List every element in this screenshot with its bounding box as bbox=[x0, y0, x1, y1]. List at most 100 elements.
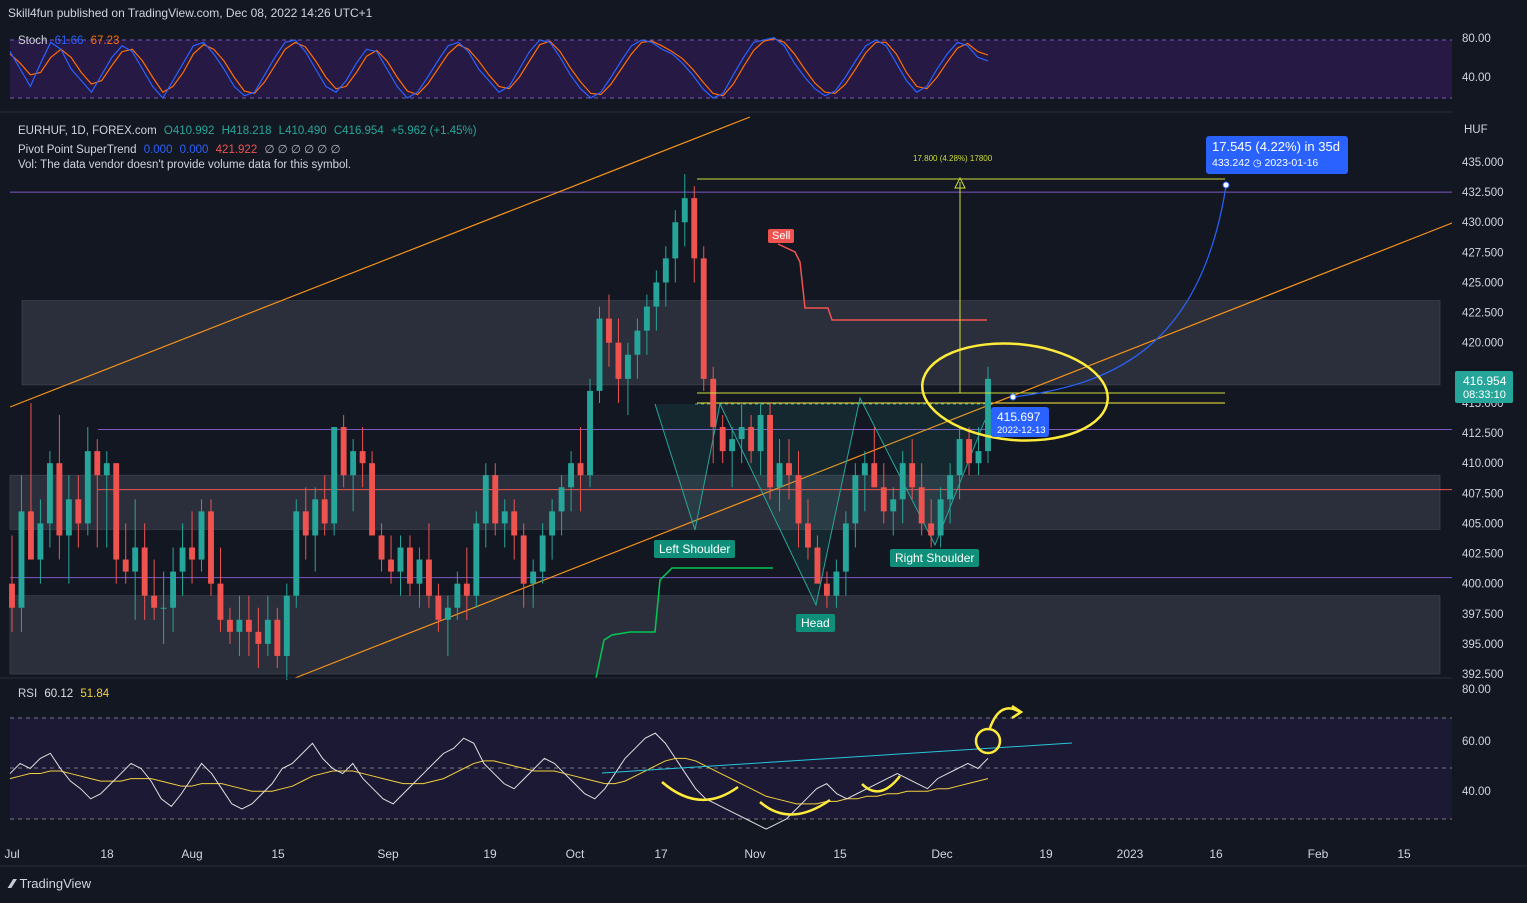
price-tick: 407.500 bbox=[1462, 488, 1504, 500]
candle-body bbox=[28, 511, 34, 560]
candle-body bbox=[776, 463, 783, 488]
candle-body bbox=[9, 583, 15, 608]
candle-body bbox=[75, 499, 82, 524]
target-point[interactable] bbox=[1222, 181, 1230, 189]
candle-body bbox=[899, 463, 906, 500]
target-callout-date: 2023-01-16 bbox=[1264, 157, 1319, 169]
stoch-axis-40: 40.00 bbox=[1462, 72, 1491, 84]
candle-body bbox=[160, 607, 167, 609]
candle-body bbox=[928, 523, 935, 536]
head-shoulders-pattern bbox=[654, 396, 986, 607]
left-shoulder-label[interactable]: Left Shoulder bbox=[654, 540, 736, 558]
stoch-axis-80: 80.00 bbox=[1462, 33, 1491, 45]
candle-body bbox=[482, 475, 489, 524]
right-shoulder-label[interactable]: Right Shoulder bbox=[890, 549, 980, 567]
high-value: H418.218 bbox=[221, 125, 272, 137]
target-callout[interactable]: 17.545 (4.22%) in 35d 433.242 ◷ 2023-01-… bbox=[1206, 136, 1348, 174]
point-callout[interactable]: 415.697 2022-12-13 bbox=[991, 407, 1049, 437]
candle-body bbox=[416, 559, 423, 584]
projection-curve bbox=[1012, 185, 1227, 398]
candle-body bbox=[189, 547, 195, 560]
rsi-head-arc bbox=[759, 798, 831, 816]
stoch-k-value: 61.66 bbox=[54, 35, 84, 47]
candle-body bbox=[643, 306, 650, 331]
hs-fill bbox=[655, 398, 985, 605]
candle-body bbox=[719, 427, 726, 452]
candle-body bbox=[947, 475, 954, 500]
price-tick: 412.500 bbox=[1462, 428, 1504, 440]
start-point[interactable] bbox=[1009, 393, 1017, 401]
candle-body bbox=[795, 475, 802, 524]
candle-body bbox=[786, 463, 792, 476]
footer-brand[interactable]: ⁄⁄⁄ TradingView bbox=[10, 876, 91, 891]
price-tick: 410.000 bbox=[1462, 458, 1504, 470]
price-tick: 405.000 bbox=[1462, 518, 1504, 530]
time-tick: Sep bbox=[377, 847, 399, 861]
candle-body bbox=[179, 547, 186, 572]
last-price-tag[interactable]: 416.954 08:33:10 bbox=[1455, 371, 1513, 403]
price-tick: 425.000 bbox=[1462, 277, 1504, 289]
candle-body bbox=[236, 619, 243, 632]
candle-body bbox=[681, 198, 688, 223]
candle-body bbox=[833, 571, 840, 596]
point-callout-date: 2022-12-13 bbox=[997, 425, 1046, 436]
candle-body bbox=[767, 414, 773, 488]
head-label[interactable]: Head bbox=[796, 614, 835, 632]
last-price-value: 416.954 bbox=[1463, 374, 1507, 388]
candle-body bbox=[463, 583, 470, 596]
candle-body bbox=[18, 511, 25, 608]
candle-body bbox=[842, 523, 849, 572]
candle-body bbox=[757, 414, 764, 452]
candle-body bbox=[966, 439, 972, 464]
candle-body bbox=[283, 595, 290, 656]
candle-body bbox=[662, 258, 669, 283]
candle-body bbox=[141, 547, 148, 596]
stoch-k-line bbox=[9, 37, 989, 100]
candle-body bbox=[378, 535, 385, 560]
candle-body bbox=[388, 559, 394, 572]
symbol-legend[interactable]: EURHUF, 1D, FOREX.com O410.992 H418.218 … bbox=[18, 125, 477, 137]
candle-body bbox=[653, 282, 660, 307]
rsi-lines bbox=[9, 732, 989, 830]
zone-upper bbox=[21, 300, 1441, 386]
candle-body bbox=[672, 222, 679, 259]
time-tick: 16 bbox=[1209, 847, 1223, 861]
candle-body bbox=[880, 487, 887, 512]
candle-body bbox=[596, 318, 603, 391]
candle-body bbox=[425, 559, 432, 596]
rsi-ma-value: 51.84 bbox=[80, 688, 110, 700]
supertrend-v3: 421.922 bbox=[215, 144, 258, 156]
candle-body bbox=[274, 619, 281, 656]
rsi-line bbox=[9, 732, 989, 830]
price-tick: 400.000 bbox=[1462, 579, 1504, 591]
rsi-legend[interactable]: RSI 60.12 51.84 bbox=[18, 688, 109, 700]
price-tick: 422.500 bbox=[1462, 308, 1504, 320]
candle-body bbox=[37, 523, 44, 560]
price-axis[interactable]: 435.000 432.500 430.000 427.500 425.000 422.5… bbox=[1462, 157, 1504, 681]
time-tick: Oct bbox=[566, 847, 585, 861]
candle-body bbox=[748, 427, 755, 452]
time-axis[interactable]: Jul 18 Aug 15 Sep 19 Oct 17 Nov 15 Dec 19 2023 16 Feb 1… bbox=[4, 847, 1411, 861]
candle-body bbox=[823, 583, 830, 596]
time-tick: 18 bbox=[100, 847, 114, 861]
stoch-legend[interactable]: Stoch 61.66 67.23 bbox=[18, 35, 119, 47]
candle-body bbox=[871, 463, 878, 488]
candle-body bbox=[407, 547, 413, 584]
rsi-yellow-drawings bbox=[661, 704, 1024, 816]
supertrend-legend[interactable]: Pivot Point SuperTrend 0.000 0.000 421.9… bbox=[18, 142, 341, 156]
publisher-header: Skill4fun published on TradingView.com, … bbox=[8, 6, 373, 20]
candle-body bbox=[369, 463, 376, 536]
candle-body bbox=[738, 427, 745, 440]
rsi-axis-40: 40.00 bbox=[1462, 786, 1491, 798]
candle-body bbox=[65, 499, 72, 536]
candle-body bbox=[264, 619, 271, 644]
candle-body bbox=[293, 511, 300, 596]
candle-body bbox=[634, 330, 641, 355]
candle-body bbox=[558, 487, 565, 512]
rsi-right-shoulder-arc bbox=[861, 775, 901, 793]
rsi-value: 60.12 bbox=[44, 688, 74, 700]
candle-body bbox=[549, 511, 556, 536]
candle-body bbox=[805, 523, 811, 548]
sell-label[interactable]: Sell bbox=[768, 229, 795, 243]
